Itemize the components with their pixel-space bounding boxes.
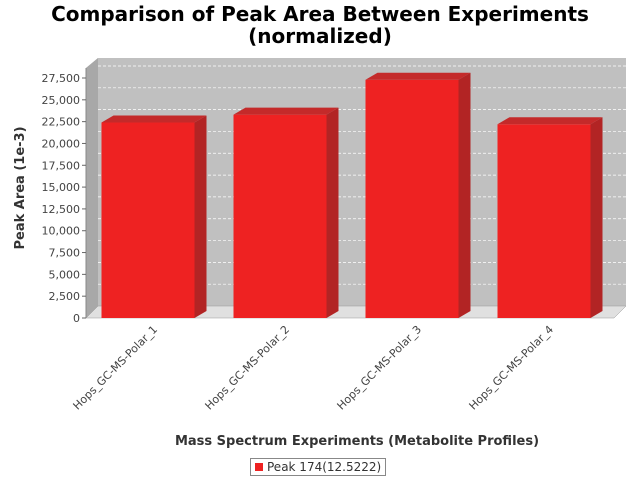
legend-label: Peak 174(12.5222): [267, 460, 382, 474]
y-tick-label: 7,500: [49, 247, 81, 260]
y-axis-title: Peak Area (1e-3): [13, 126, 28, 249]
legend: Peak 174(12.5222): [250, 458, 387, 476]
y-tick-label: 17,500: [42, 159, 81, 172]
x-tick-label: Hops_GC-MS-Polar_1: [71, 323, 161, 413]
bar-top: [233, 107, 339, 115]
x-tick-label: Hops_GC-MS-Polar_4: [467, 323, 557, 413]
x-tick-label: Hops_GC-MS-Polar_2: [203, 323, 293, 413]
y-tick-label: 0: [73, 312, 80, 325]
plot-left-wall: [86, 58, 98, 318]
bar-side: [194, 115, 207, 318]
bar: [365, 79, 459, 318]
bar-top: [365, 72, 471, 80]
bar-top: [497, 117, 603, 125]
y-tick-label: 2,500: [49, 290, 81, 303]
y-tick-label: 12,500: [42, 203, 81, 216]
bar-top: [101, 115, 207, 123]
y-tick-label: 5,000: [49, 268, 81, 281]
chart-subtitle: (normalized): [248, 24, 392, 48]
bar: [233, 114, 327, 319]
chart-title: Comparison of Peak Area Between Experime…: [51, 2, 589, 26]
bar-side: [326, 107, 339, 319]
y-tick-label: 10,000: [42, 225, 81, 238]
plot-background: [86, 58, 626, 318]
x-tick-label: Hops_GC-MS-Polar_3: [335, 323, 425, 413]
y-tick-label: 25,000: [42, 94, 81, 107]
bar-side: [590, 117, 603, 318]
bar: [497, 124, 591, 318]
y-tick-label: 15,000: [42, 181, 81, 194]
bar: [101, 122, 195, 318]
legend-swatch: [255, 463, 263, 471]
y-tick-label: 22,500: [42, 116, 81, 129]
y-tick-label: 27,500: [42, 72, 81, 85]
bar-side: [458, 72, 471, 318]
x-axis-title: Mass Spectrum Experiments (Metabolite Pr…: [175, 434, 539, 449]
y-tick-label: 20,000: [42, 137, 81, 150]
